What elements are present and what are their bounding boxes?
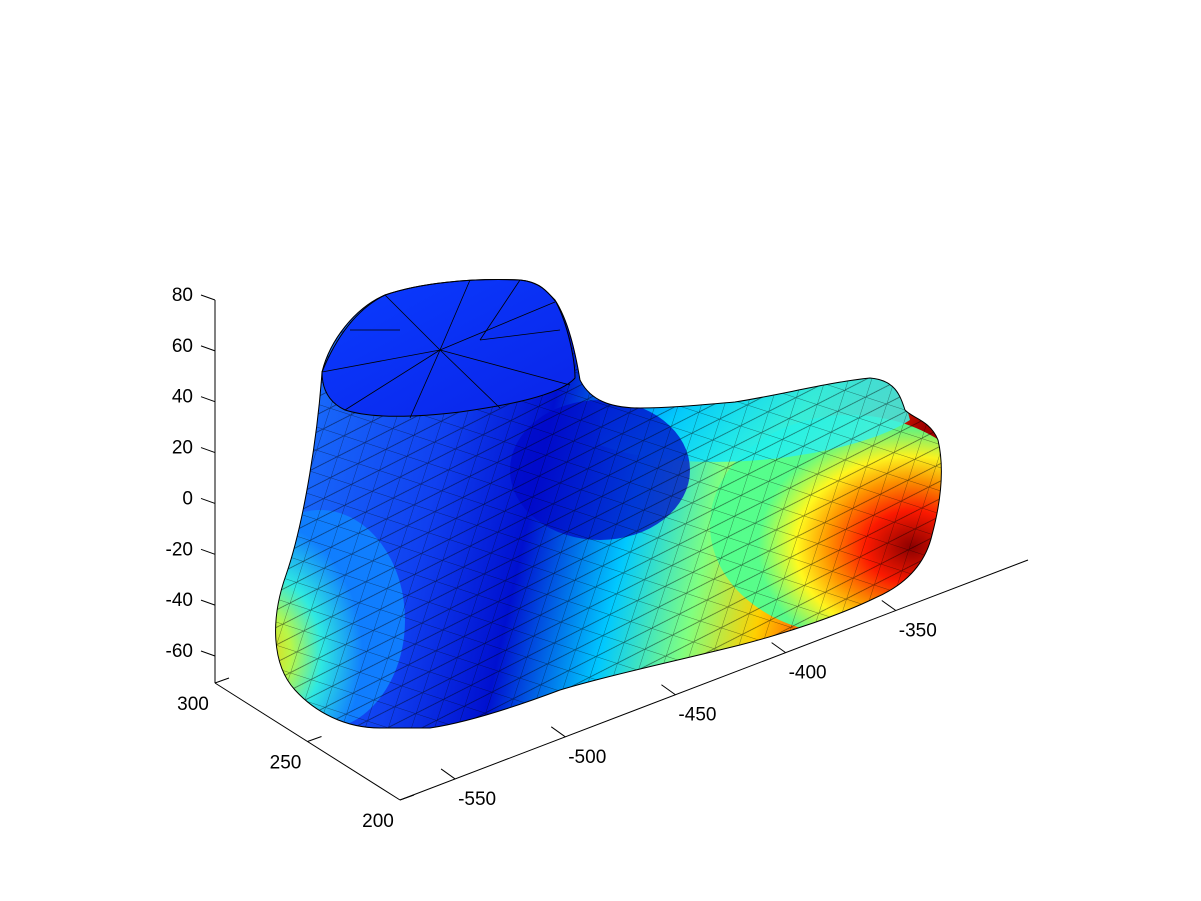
y-tick-label: 200 [362, 811, 394, 832]
x-tick-label: -350 [899, 621, 937, 642]
z-tick-mark [200, 345, 216, 352]
z-tick-label: -20 [166, 539, 193, 560]
y-tick-label: 300 [177, 694, 209, 715]
x-axis-line [399, 559, 1029, 801]
ankle-top-cap [321, 279, 576, 417]
x-tick-mark [661, 684, 676, 696]
z-tick-mark [200, 396, 216, 403]
x-tick-label: -450 [678, 705, 716, 726]
x-tick-mark [771, 642, 786, 654]
x-tick-label: -400 [789, 663, 827, 684]
z-tick-mark [200, 497, 216, 504]
z-tick-label: -40 [166, 590, 193, 611]
ankle-top-mesh [321, 279, 571, 419]
z-tick-label: 40 [172, 387, 193, 408]
axes: -60 -40 -20 0 20 40 60 80 200 250 300 -550 -500 -450 -… [166, 285, 1029, 832]
x-tick-mark [881, 600, 897, 611]
z-tick-mark [200, 447, 216, 454]
y-tick-mark [399, 794, 415, 801]
x-tick-mark [440, 768, 456, 780]
x-tick-label: -550 [458, 789, 496, 810]
foot-surface [275, 279, 942, 729]
z-tick-mark [200, 294, 216, 301]
y-tick-mark [307, 736, 322, 742]
y-tick-label: 250 [270, 753, 302, 774]
y-tick-mark [214, 677, 230, 684]
z-tick-mark [200, 548, 216, 555]
z-tick-label: 80 [172, 285, 193, 306]
z-tick-mark [200, 650, 216, 657]
z-tick-label: 0 [182, 488, 193, 509]
foot-outline [275, 279, 942, 729]
z-tick-label: -60 [166, 641, 193, 662]
x-tick-label: -500 [568, 747, 606, 768]
z-tick-label: 60 [172, 336, 193, 357]
z-tick-label: 20 [172, 438, 193, 459]
x-tick-mark [550, 726, 566, 738]
z-tick-mark [200, 599, 216, 606]
